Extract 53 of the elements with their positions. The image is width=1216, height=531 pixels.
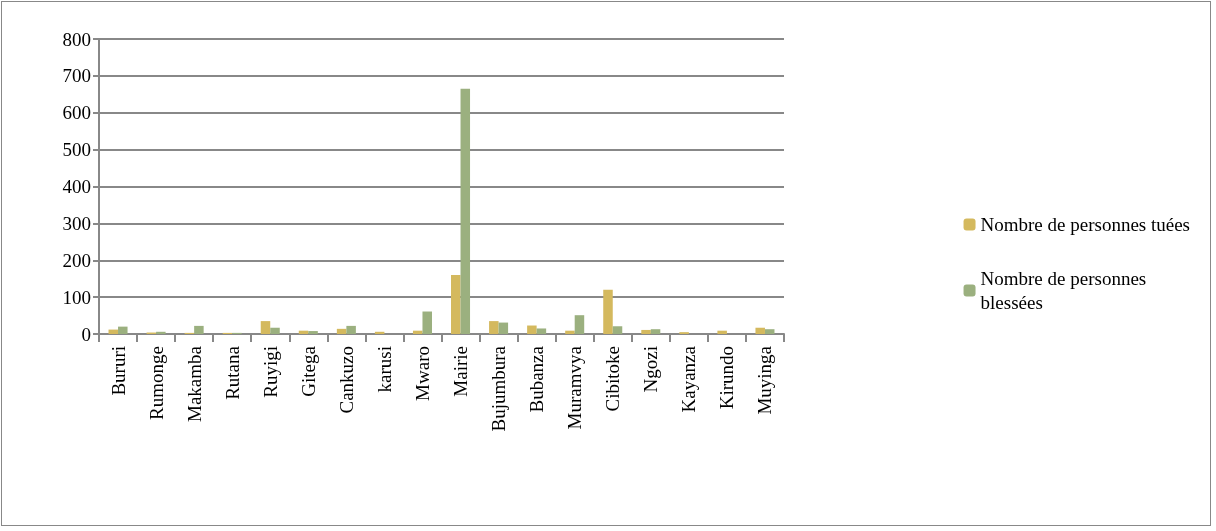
bar xyxy=(194,325,204,334)
x-tick-label: karusi xyxy=(373,346,395,393)
x-tick-label: Kirundo xyxy=(716,346,738,410)
x-tick-label: Bubanza xyxy=(526,345,548,413)
bar xyxy=(574,315,585,334)
y-tick-label: 400 xyxy=(62,176,91,197)
x-tick-label: Muyinga xyxy=(754,345,776,415)
y-tick-label: 100 xyxy=(62,286,91,308)
y-tick-label: 700 xyxy=(62,65,91,87)
bar xyxy=(422,311,432,334)
bar xyxy=(755,327,765,334)
bar xyxy=(451,275,461,334)
x-tick-label: Bujumbura xyxy=(488,345,510,432)
x-tick-label: Rumonge xyxy=(145,346,167,420)
x-tick-label: Mwaro xyxy=(411,346,433,401)
legend-label: Nombre de personnes blessées xyxy=(980,268,1147,313)
y-tick-label: 300 xyxy=(62,212,91,234)
bar xyxy=(612,326,623,334)
bar xyxy=(565,330,575,334)
bar xyxy=(118,326,128,334)
bar xyxy=(650,329,661,334)
x-tick-label: Makamba xyxy=(183,345,205,422)
y-tick-label: 600 xyxy=(62,102,91,124)
bar xyxy=(603,289,613,334)
bar xyxy=(308,331,318,334)
bar xyxy=(346,325,356,334)
x-tick-label: Bururi xyxy=(107,346,129,396)
legend-label: Nombre de personnes tuées xyxy=(980,214,1190,235)
bar xyxy=(270,327,280,334)
x-tick-label: Ngozi xyxy=(640,346,662,393)
x-tick-label: Muramvya xyxy=(564,345,586,430)
bar xyxy=(489,321,499,334)
x-tick-label: Gitega xyxy=(297,345,319,397)
bar xyxy=(764,329,775,334)
bar xyxy=(717,330,727,334)
bar xyxy=(156,331,166,334)
bar xyxy=(260,321,271,334)
x-tick-label: Ruyigi xyxy=(259,346,281,398)
bar xyxy=(527,325,537,334)
y-tick-label: 0 xyxy=(81,323,91,345)
y-tick-label: 500 xyxy=(62,139,91,161)
x-tick-label: Cankuzo xyxy=(335,346,357,414)
bar xyxy=(460,88,471,334)
bar xyxy=(336,328,347,334)
y-tick-label: 200 xyxy=(62,249,91,271)
x-tick-label: Cibitoke xyxy=(602,346,624,412)
x-tick-label: Kayanza xyxy=(678,345,700,413)
x-tick-label: Rutana xyxy=(221,345,243,400)
bar xyxy=(536,328,547,334)
bar xyxy=(641,329,651,334)
x-tick-label: Mairie xyxy=(450,346,472,397)
y-tick-label: 800 xyxy=(62,28,91,50)
bar xyxy=(498,322,509,334)
